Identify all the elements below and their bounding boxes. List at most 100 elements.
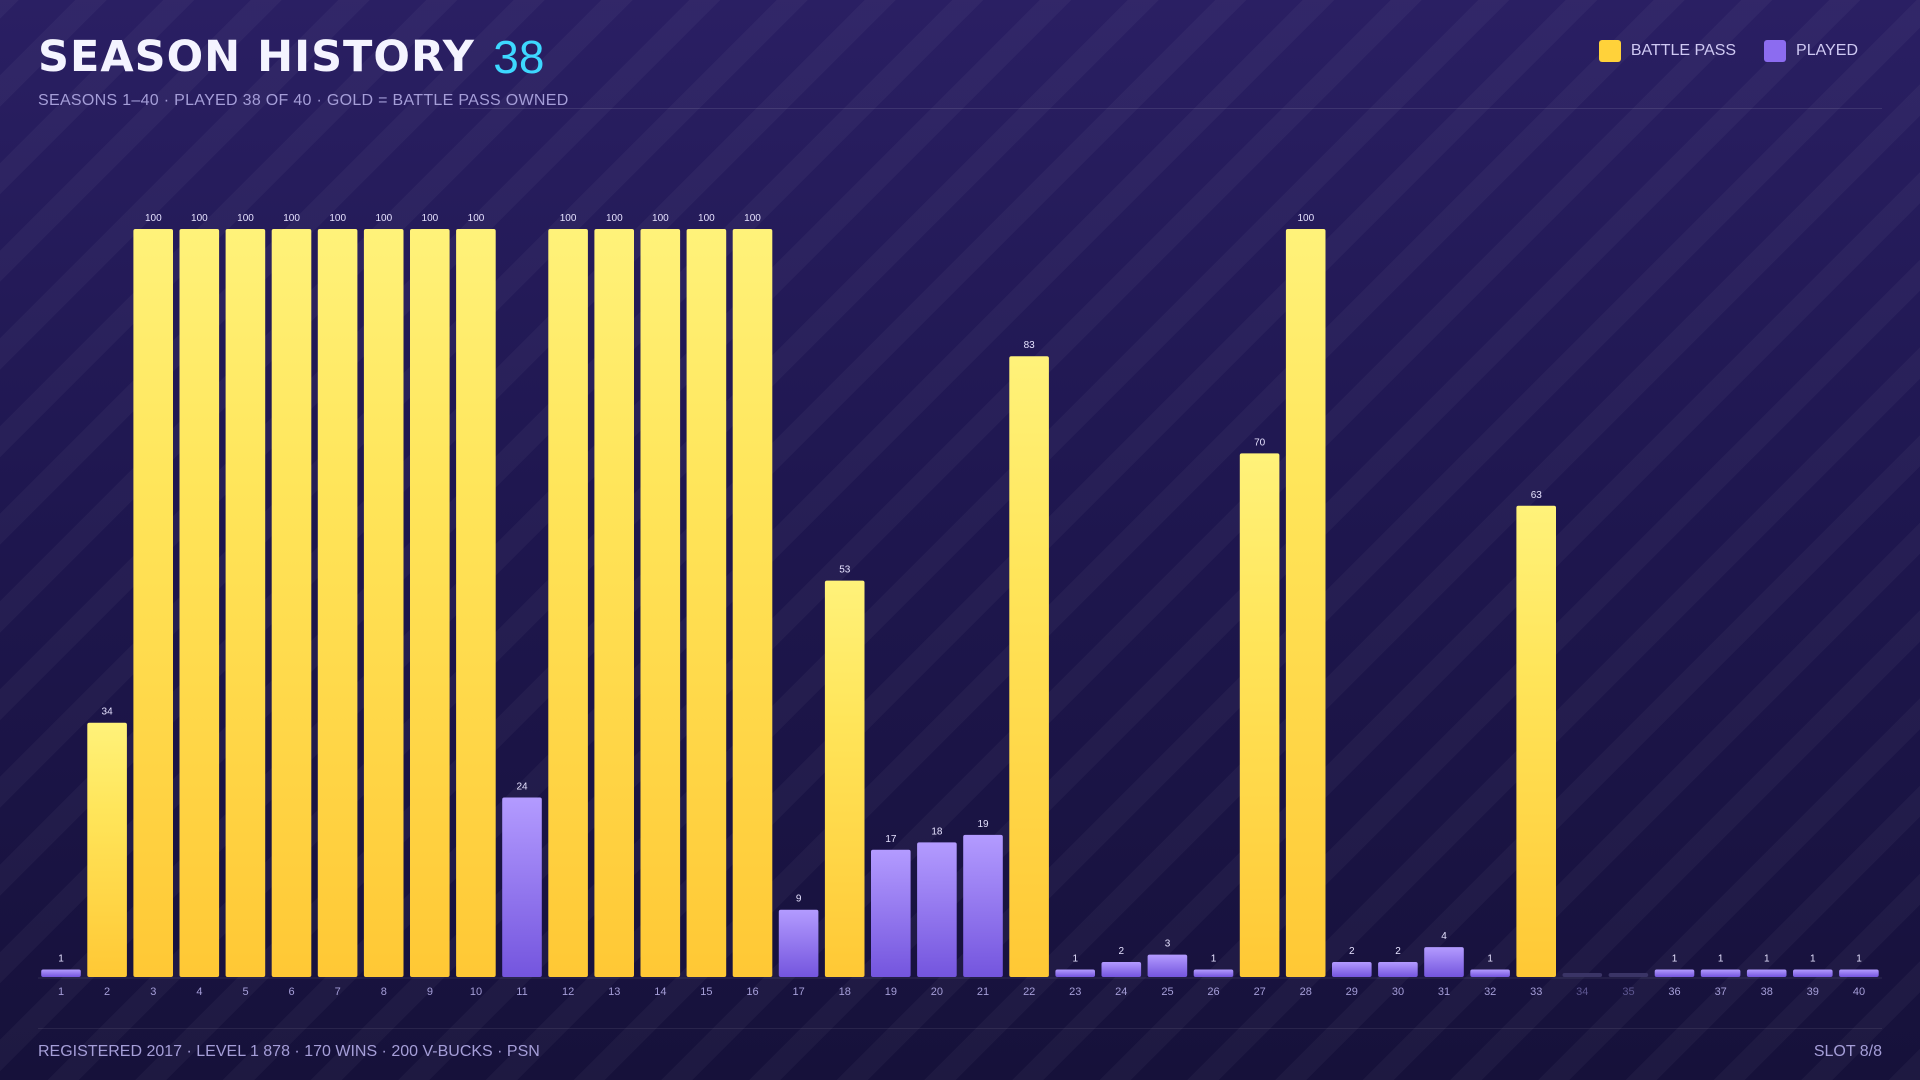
tick-label-season-13: 13 xyxy=(608,986,620,998)
bar-season-36 xyxy=(1654,969,1695,977)
value-label-season-4: 100 xyxy=(191,213,208,224)
value-label-season-3: 100 xyxy=(145,213,162,224)
value-label-season-1: 1 xyxy=(58,954,64,965)
tick-label-season-17: 17 xyxy=(792,986,804,998)
bar-season-12 xyxy=(548,229,588,977)
value-label-season-22: 83 xyxy=(1024,340,1036,351)
bar-season-3 xyxy=(133,229,173,977)
value-label-season-27: 70 xyxy=(1254,437,1266,448)
chart-legend: BATTLE PASS PLAYED xyxy=(1598,40,1858,62)
value-label-season-39: 1 xyxy=(1810,954,1816,965)
bar-season-37 xyxy=(1700,969,1741,977)
value-label-season-32: 1 xyxy=(1487,954,1493,965)
seasons-count: 38 xyxy=(493,31,545,83)
tick-label-season-23: 23 xyxy=(1069,986,1081,998)
tick-label-season-33: 33 xyxy=(1530,986,1542,998)
value-label-season-5: 100 xyxy=(237,213,254,224)
value-label-season-12: 100 xyxy=(560,213,577,224)
tick-label-season-31: 31 xyxy=(1438,986,1450,998)
tick-label-season-38: 38 xyxy=(1761,986,1773,998)
bar-season-28 xyxy=(1285,229,1326,977)
value-label-season-19: 17 xyxy=(885,834,897,845)
tick-label-season-24: 24 xyxy=(1115,986,1127,998)
bar-season-2 xyxy=(87,722,127,977)
value-label-season-15: 100 xyxy=(698,213,715,224)
bar-season-19 xyxy=(871,849,911,977)
value-label-season-38: 1 xyxy=(1764,954,1770,965)
value-label-season-28: 100 xyxy=(1297,213,1314,224)
value-label-season-31: 4 xyxy=(1441,931,1447,942)
bar-season-6 xyxy=(271,229,312,977)
legend-swatch-played xyxy=(1764,40,1787,62)
bar-season-31 xyxy=(1424,947,1464,977)
bar-season-29 xyxy=(1332,962,1372,977)
bar-season-4 xyxy=(179,229,220,977)
value-label-season-25: 3 xyxy=(1165,939,1171,950)
tick-label-season-11: 11 xyxy=(516,986,527,998)
tick-label-season-26: 26 xyxy=(1207,986,1219,998)
tick-label-season-32: 32 xyxy=(1484,986,1496,998)
value-label-season-40: 1 xyxy=(1856,954,1862,965)
value-label-season-7: 100 xyxy=(329,213,346,224)
tick-label-season-16: 16 xyxy=(746,986,758,998)
value-label-season-20: 18 xyxy=(931,826,943,837)
tick-label-season-2: 2 xyxy=(104,986,110,998)
value-label-season-17: 9 xyxy=(796,894,802,905)
bar-season-38 xyxy=(1746,969,1787,977)
value-label-season-21: 19 xyxy=(977,819,989,830)
tick-label-season-19: 19 xyxy=(885,986,897,998)
bar-season-23 xyxy=(1055,969,1095,977)
bar-season-34 xyxy=(1562,973,1603,977)
bar-season-24 xyxy=(1101,962,1142,977)
page-header: SEASON HISTORY 38 xyxy=(38,30,544,84)
tick-label-season-18: 18 xyxy=(839,986,851,998)
value-label-season-23: 1 xyxy=(1073,954,1079,965)
tick-label-season-30: 30 xyxy=(1392,986,1404,998)
legend-swatch-battle-pass xyxy=(1598,40,1621,62)
bar-season-35 xyxy=(1608,973,1649,977)
value-label-season-14: 100 xyxy=(652,213,669,224)
value-label-season-10: 100 xyxy=(468,213,485,224)
bar-season-21 xyxy=(963,834,1003,977)
tick-label-season-14: 14 xyxy=(654,986,666,998)
value-label-season-36: 1 xyxy=(1672,954,1678,965)
value-label-season-33: 63 xyxy=(1531,490,1543,501)
tick-label-season-3: 3 xyxy=(150,986,156,998)
tick-label-season-5: 5 xyxy=(242,986,248,998)
tick-label-season-1: 1 xyxy=(58,986,64,998)
bar-season-13 xyxy=(594,229,634,977)
value-label-season-30: 2 xyxy=(1395,946,1401,957)
bar-season-39 xyxy=(1793,969,1833,977)
value-label-season-9: 100 xyxy=(422,213,439,224)
value-label-season-24: 2 xyxy=(1119,946,1125,957)
value-label-season-37: 1 xyxy=(1718,954,1724,965)
legend-item-battle-pass: BATTLE PASS xyxy=(1598,40,1736,62)
tick-label-season-39: 39 xyxy=(1807,986,1819,998)
tick-label-season-40: 40 xyxy=(1853,986,1865,998)
bar-season-10 xyxy=(456,229,496,977)
tick-label-season-21: 21 xyxy=(977,986,989,998)
tick-label-season-12: 12 xyxy=(562,986,574,998)
tick-label-season-35: 35 xyxy=(1622,986,1634,998)
bar-season-11 xyxy=(502,797,542,977)
bar-season-17 xyxy=(778,909,819,977)
account-info: REGISTERED 2017 · LEVEL 1 878 · 170 WINS… xyxy=(38,1043,540,1060)
value-label-season-26: 1 xyxy=(1211,954,1217,965)
value-label-season-18: 53 xyxy=(839,565,851,576)
bar-season-1 xyxy=(41,969,81,977)
value-label-season-16: 100 xyxy=(744,213,761,224)
value-label-season-11: 24 xyxy=(516,782,528,793)
tick-label-season-15: 15 xyxy=(700,986,712,998)
legend-label-played: PLAYED xyxy=(1796,42,1858,59)
footer-divider xyxy=(38,1028,1882,1029)
bar-season-8 xyxy=(363,229,404,977)
tick-label-season-34: 34 xyxy=(1576,986,1588,998)
bar-season-27 xyxy=(1239,453,1280,977)
tick-label-season-8: 8 xyxy=(381,986,387,998)
tick-label-season-25: 25 xyxy=(1161,986,1173,998)
bar-season-15 xyxy=(686,229,727,977)
bar-season-33 xyxy=(1516,505,1556,977)
bar-season-9 xyxy=(410,229,450,977)
tick-label-season-20: 20 xyxy=(931,986,943,998)
value-label-season-2: 34 xyxy=(102,707,114,718)
